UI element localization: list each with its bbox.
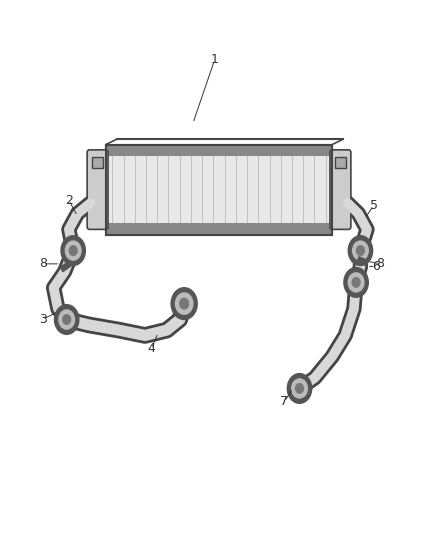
FancyBboxPatch shape (87, 150, 108, 229)
Bar (92, 157, 103, 168)
Text: 7: 7 (280, 395, 288, 408)
Circle shape (171, 288, 197, 319)
Bar (106, 223, 332, 235)
Circle shape (176, 293, 193, 314)
Text: 4: 4 (148, 342, 155, 355)
Circle shape (63, 315, 71, 324)
Bar (106, 144, 332, 235)
Bar (335, 157, 346, 168)
Bar (60, 261, 71, 272)
Text: 6: 6 (372, 260, 380, 273)
Bar (357, 257, 368, 265)
Circle shape (292, 379, 307, 398)
Circle shape (61, 236, 85, 265)
Circle shape (65, 241, 81, 260)
Circle shape (357, 246, 364, 255)
Text: 8: 8 (376, 257, 384, 270)
Circle shape (180, 298, 188, 309)
Text: 5: 5 (370, 199, 378, 212)
Bar (106, 144, 332, 156)
Text: 8: 8 (39, 257, 47, 270)
Text: 2: 2 (65, 193, 73, 207)
FancyBboxPatch shape (330, 150, 351, 229)
Circle shape (348, 236, 373, 265)
Text: 1: 1 (211, 53, 219, 66)
Circle shape (54, 305, 79, 334)
Circle shape (353, 241, 368, 260)
Bar (106, 144, 332, 235)
Circle shape (59, 310, 74, 329)
Circle shape (296, 384, 304, 393)
Text: 3: 3 (39, 313, 47, 326)
Circle shape (352, 278, 360, 287)
Circle shape (344, 268, 368, 297)
Circle shape (348, 273, 364, 292)
Circle shape (69, 246, 77, 255)
Circle shape (287, 374, 312, 403)
